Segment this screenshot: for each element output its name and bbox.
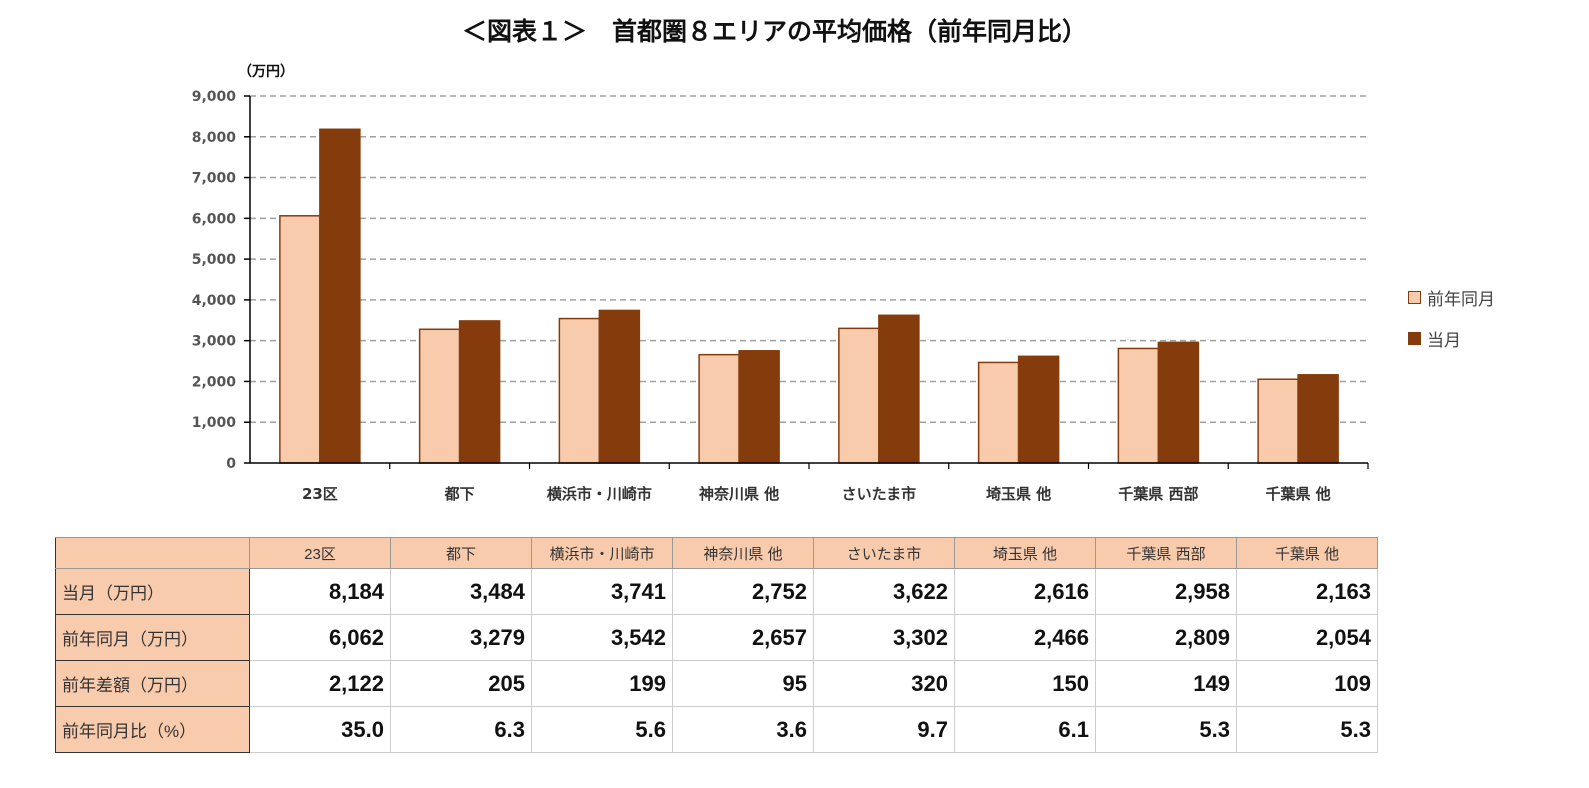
table-header-row: 23区 都下 横浜市・川崎市 神奈川県 他さいたま市 埼玉県 他千葉県 西部 千葉県 他 (55, 537, 1378, 569)
column-header: 千葉県 西部 (1095, 537, 1237, 569)
table-row: 前年差額（万円） 2,122 205 199 95 320 150 149 109 (55, 660, 1378, 707)
bar-current (1157, 341, 1200, 464)
table-cell: 5.3 (1236, 706, 1378, 753)
bar-prev-year (279, 215, 321, 464)
bar-current (319, 128, 361, 464)
table-cell: 95 (672, 660, 814, 707)
table-cell: 3,741 (531, 568, 673, 615)
bar-current (598, 309, 641, 464)
chart-title: ＜図表１＞ 首都圏８エリアの平均価格（前年同月比） (461, 17, 1087, 46)
column-header: さいたま市 (813, 537, 955, 569)
x-tick-label: 神奈川県 他 (699, 485, 779, 503)
column-header: 千葉県 他 (1236, 537, 1378, 569)
bar-current (1297, 374, 1339, 464)
table-cell: 2,752 (672, 568, 814, 615)
bar-current (878, 314, 920, 464)
bar-prev-year (1117, 347, 1160, 464)
table-cell: 3,279 (390, 614, 532, 661)
table-cell: 3,622 (813, 568, 955, 615)
x-tick-label: 埼玉県 他 (986, 485, 1051, 503)
legend-item-prev-year: 前年同月 (1408, 285, 1495, 310)
y-tick-label: 7,000 (192, 171, 237, 187)
table-cell: 2,958 (1095, 568, 1237, 615)
y-tick-label: 0 (226, 456, 236, 472)
bar-prev-year (838, 327, 880, 464)
table-cell: 2,163 (1236, 568, 1378, 615)
y-tick-label: 2,000 (192, 374, 237, 390)
column-header (55, 537, 250, 569)
table-cell: 109 (1236, 660, 1378, 707)
table-cell: 205 (390, 660, 532, 707)
table-row: 前年同月比（%） 35.0 6.3 5.6 3.6 9.7 6.1 5.3 5.3 (55, 706, 1378, 753)
table-cell: 3,484 (390, 568, 532, 615)
row-label: 前年同月比（%） (55, 706, 250, 753)
table-cell: 5.3 (1095, 706, 1237, 753)
y-tick-label: 1,000 (192, 415, 237, 431)
bar-current (458, 320, 501, 464)
table-cell: 6,062 (249, 614, 391, 661)
bar-current (1017, 355, 1060, 464)
legend-swatch-current (1408, 332, 1421, 345)
column-header: 23区 (249, 537, 391, 569)
x-tick-label: さいたま市 (842, 485, 917, 503)
y-tick-label: 9,000 (192, 89, 237, 105)
column-header: 埼玉県 他 (954, 537, 1096, 569)
table-cell: 2,657 (672, 614, 814, 661)
y-tick-label: 3,000 (192, 334, 237, 350)
table-cell: 2,054 (1236, 614, 1378, 661)
table-cell: 3,542 (531, 614, 673, 661)
column-header: 横浜市・川崎市 (531, 537, 673, 569)
table-cell: 3.6 (672, 706, 814, 753)
table-cell: 2,809 (1095, 614, 1237, 661)
table-cell: 6.3 (390, 706, 532, 753)
y-tick-label: 8,000 (192, 130, 237, 146)
table-cell: 2,616 (954, 568, 1096, 615)
legend-item-current: 当月 (1408, 326, 1461, 351)
legend-label: 当月 (1427, 331, 1461, 351)
table-row: 当月（万円） 8,184 3,484 3,741 2,752 3,622 2,616 2,95… (55, 568, 1378, 615)
x-tick-label: 千葉県 西部 (1118, 485, 1198, 503)
y-axis-unit: （万円） (238, 64, 294, 80)
y-tick-label: 6,000 (192, 211, 237, 227)
column-header: 都下 (390, 537, 532, 569)
table-cell: 9.7 (813, 706, 955, 753)
x-tick-label: 23区 (302, 485, 338, 503)
column-header: 神奈川県 他 (672, 537, 814, 569)
data-table: 23区 都下 横浜市・川崎市 神奈川県 他さいたま市 埼玉県 他千葉県 西部 千葉県 他当… (55, 537, 1378, 753)
table-cell: 3,302 (813, 614, 955, 661)
bar-prev-year (418, 328, 461, 464)
x-tick-label: 都下 (444, 485, 475, 503)
table-cell: 320 (813, 660, 955, 707)
bar-prev-year (1257, 378, 1299, 464)
table-cell: 150 (954, 660, 1096, 707)
table-cell: 35.0 (249, 706, 391, 753)
bar-prev-year (558, 317, 601, 464)
bar-prev-year (977, 361, 1020, 464)
x-tick-label: 千葉県 他 (1266, 485, 1331, 503)
table-row: 前年同月（万円） 6,062 3,279 3,542 2,657 3,302 2,466 2,… (55, 614, 1378, 661)
bar-current (738, 350, 780, 464)
table-cell: 2,122 (249, 660, 391, 707)
row-label: 当月（万円） (55, 568, 250, 615)
table-cell: 2,466 (954, 614, 1096, 661)
row-label: 前年差額（万円） (55, 660, 250, 707)
table-cell: 8,184 (249, 568, 391, 615)
legend-label: 前年同月 (1427, 290, 1495, 310)
x-tick-label: 横浜市・川崎市 (547, 485, 652, 503)
table-cell: 6.1 (954, 706, 1096, 753)
y-tick-label: 4,000 (192, 293, 237, 309)
legend-swatch-prev-year (1408, 291, 1421, 304)
bar-prev-year (698, 353, 740, 464)
row-label: 前年同月（万円） (55, 614, 250, 661)
table-cell: 5.6 (531, 706, 673, 753)
y-tick-label: 5,000 (192, 252, 237, 268)
bar-chart: （万円） 0 1,000 2,000 3,000 4,000 5,000 6,000 7,00… (192, 64, 1369, 503)
table-cell: 199 (531, 660, 673, 707)
table-cell: 149 (1095, 660, 1237, 707)
